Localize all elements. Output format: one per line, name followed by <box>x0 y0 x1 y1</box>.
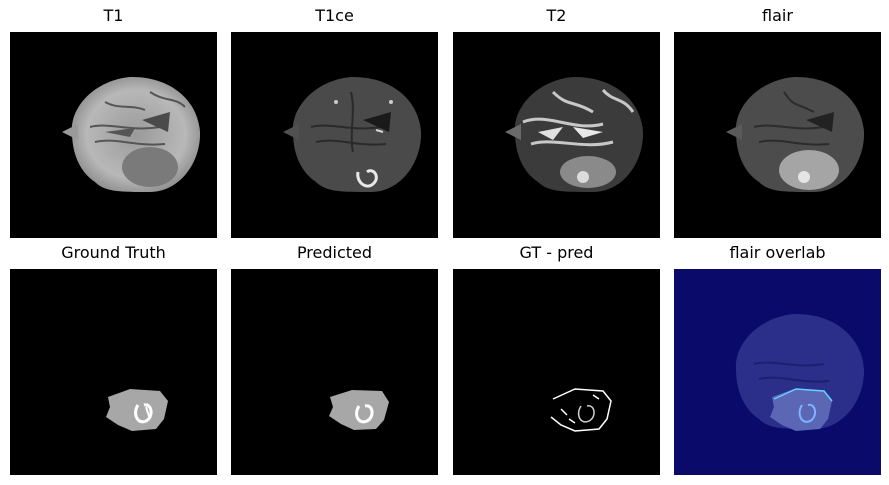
panel-title: GT - pred <box>519 243 594 262</box>
ground-truth-image <box>10 269 217 475</box>
panel-title: T1 <box>103 6 124 25</box>
panel-predicted: Predicted <box>231 237 438 475</box>
flair-overlay-image <box>674 269 881 475</box>
panel-title: T1ce <box>315 6 354 25</box>
flair-image <box>674 32 881 238</box>
t2-image <box>453 32 660 238</box>
panel-t2: T2 <box>453 0 660 238</box>
t1-image <box>10 32 217 238</box>
difference-image <box>453 269 660 475</box>
panel-title: Ground Truth <box>61 243 166 262</box>
panel-title: T2 <box>546 6 567 25</box>
panel-t1: T1 <box>10 0 217 238</box>
panel-ground-truth: Ground Truth <box>10 237 217 475</box>
panel-gt-pred: GT - pred <box>453 237 660 475</box>
panel-title: Predicted <box>296 243 373 262</box>
predicted-image <box>231 269 438 475</box>
panel-title: flair <box>762 6 793 25</box>
t1ce-image <box>231 32 438 238</box>
panel-title: flair overlab <box>729 243 826 262</box>
panel-t1ce: T1ce <box>231 0 438 238</box>
panel-flair-overlab: flair overlab <box>674 237 881 475</box>
panel-flair: flair <box>674 0 881 238</box>
